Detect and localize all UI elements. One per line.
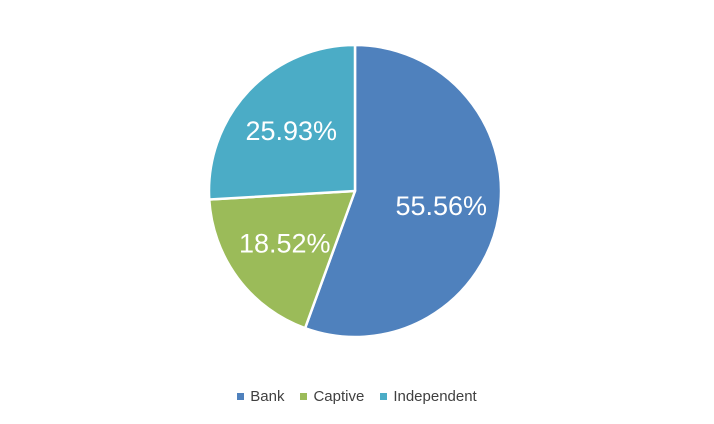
legend-label-captive: Captive — [313, 388, 365, 405]
data-label-captive: 18.52% — [239, 228, 331, 258]
legend-swatch-bank — [237, 393, 245, 400]
data-label-bank: 55.56% — [395, 191, 487, 221]
legend-swatch-independent — [380, 393, 388, 400]
legend-item-captive: Captive — [300, 388, 364, 405]
legend-label-independent: Independent — [393, 388, 477, 405]
pie-slice-captive — [207, 189, 357, 330]
legend-label-bank: Bank — [250, 388, 285, 405]
pie-slice-independent — [207, 43, 357, 201]
legend-item-independent: Independent — [380, 388, 477, 405]
pie-slice-bank — [303, 43, 503, 339]
legend-swatch-captive — [300, 393, 308, 400]
legend: Bank Captive Independent — [0, 388, 714, 405]
legend-item-bank: Bank — [237, 388, 284, 405]
data-label-independent: 25.93% — [245, 116, 337, 146]
